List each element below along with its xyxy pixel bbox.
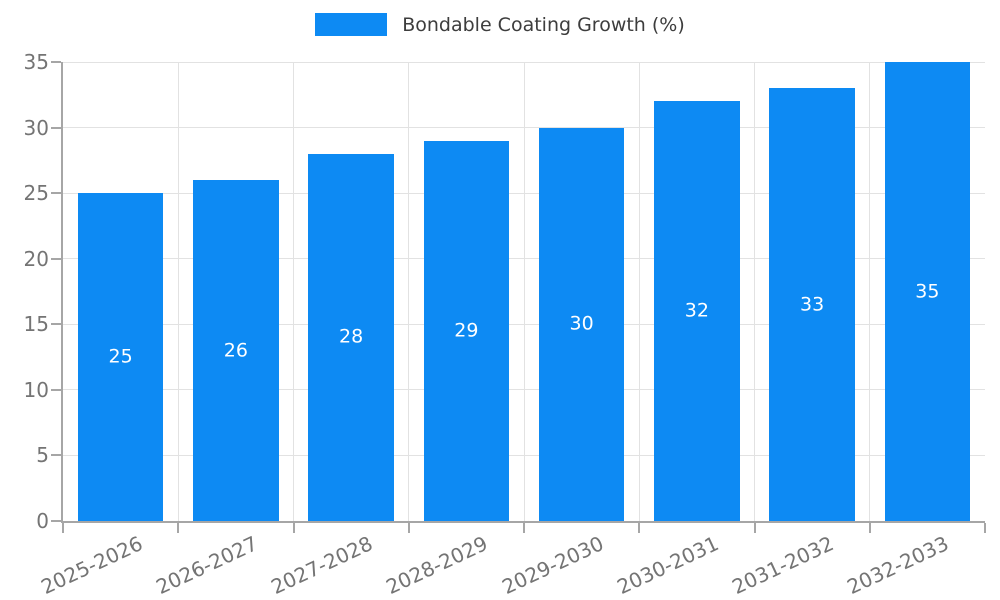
vertical-gridline bbox=[408, 62, 410, 521]
x-axis-tick bbox=[523, 523, 525, 533]
bar: 28 bbox=[308, 153, 394, 521]
y-axis-tick-label: 25 bbox=[23, 181, 49, 206]
legend-label: Bondable Coating Growth (%) bbox=[402, 13, 685, 36]
x-axis-tick bbox=[638, 523, 641, 533]
y-axis-tick bbox=[51, 257, 61, 260]
x-axis-tick bbox=[62, 523, 64, 533]
bar: 32 bbox=[654, 101, 740, 521]
bar: 25 bbox=[77, 193, 164, 521]
vertical-gridline bbox=[293, 62, 294, 521]
vertical-gridline bbox=[638, 62, 640, 521]
bar-value-label: 33 bbox=[800, 293, 825, 316]
y-axis-tick-label: 15 bbox=[23, 312, 49, 337]
y-axis-tick-label: 35 bbox=[23, 50, 49, 74]
bar-value-label: 28 bbox=[339, 325, 364, 348]
bar-value-label: 30 bbox=[569, 312, 594, 335]
y-axis-tick-label: 5 bbox=[36, 443, 49, 468]
x-axis-tick bbox=[407, 523, 410, 533]
x-axis-tick-label: 2030-2031 bbox=[613, 531, 723, 600]
x-axis-tick-label: 2029-2030 bbox=[497, 531, 607, 600]
y-axis-tick bbox=[51, 323, 61, 326]
vertical-gridline bbox=[177, 62, 179, 521]
y-axis-tick-label: 30 bbox=[23, 115, 49, 140]
y-axis-tick-label: 20 bbox=[23, 246, 49, 271]
x-axis-tick bbox=[984, 523, 986, 533]
vertical-gridline bbox=[754, 62, 755, 521]
plot-area: 0 5 10 15 20 25 30 35 25 26 28 29 30 32 33 35 2025-2026 2… bbox=[24, 52, 986, 599]
y-axis-tick-label: 10 bbox=[23, 377, 49, 402]
y-axis-tick bbox=[51, 192, 61, 195]
x-axis-tick-label: 2027-2028 bbox=[267, 531, 377, 600]
y-axis-tick bbox=[51, 126, 61, 129]
bar-value-label: 29 bbox=[454, 319, 479, 342]
x-axis-tick bbox=[292, 523, 295, 533]
y-axis-tick bbox=[51, 520, 61, 522]
legend-swatch bbox=[315, 13, 388, 36]
bar-value-label: 35 bbox=[915, 280, 940, 302]
bar: 30 bbox=[538, 127, 625, 521]
bar: 33 bbox=[769, 88, 855, 521]
chart-legend: Bondable Coating Growth (%) bbox=[0, 13, 1000, 36]
y-axis-tick bbox=[51, 388, 61, 391]
vertical-gridline bbox=[869, 62, 871, 521]
vertical-gridline bbox=[523, 62, 525, 521]
x-axis-tick bbox=[868, 523, 871, 533]
x-axis-tick-label: 2031-2032 bbox=[728, 531, 838, 600]
bar: 26 bbox=[193, 180, 279, 521]
y-axis-tick-label: 0 bbox=[36, 509, 49, 533]
bar-value-label: 32 bbox=[684, 299, 709, 322]
x-axis-tick-label: 2026-2027 bbox=[152, 531, 262, 600]
y-axis-tick bbox=[51, 61, 61, 63]
y-axis-tick bbox=[51, 454, 61, 457]
bar: 35 bbox=[884, 62, 970, 521]
x-axis-tick-label: 2025-2026 bbox=[36, 531, 146, 600]
bar: 29 bbox=[423, 140, 509, 521]
x-axis-tick-label: 2028-2029 bbox=[382, 531, 492, 600]
x-axis-tick bbox=[753, 523, 756, 533]
bar-value-label: 25 bbox=[108, 345, 133, 368]
x-axis-tick bbox=[177, 523, 180, 533]
x-axis-tick-label: 2032-2033 bbox=[843, 531, 953, 600]
bar-value-label: 26 bbox=[223, 339, 248, 362]
